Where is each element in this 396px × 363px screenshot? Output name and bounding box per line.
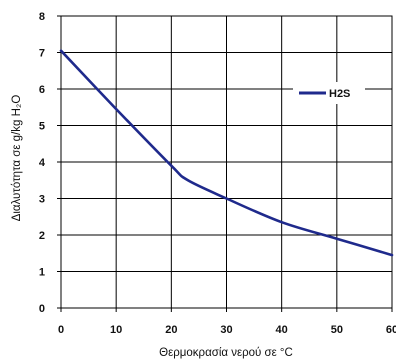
- y-tick-label: 0: [39, 303, 45, 315]
- series-layer: [59, 49, 394, 257]
- tick-labels: 0 10 20 30 40 50 60 0 1 2 3 4 5 6 7 8: [39, 11, 396, 336]
- x-tick-label: 20: [165, 324, 177, 336]
- y-tick-label: 1: [39, 267, 45, 279]
- x-tick-label: 50: [331, 324, 343, 336]
- x-tick-label: 0: [58, 324, 64, 336]
- y-tick-label: 7: [39, 48, 45, 60]
- x-axis-label: Θερμοκρασία νερού σε °C: [159, 347, 293, 359]
- y-tick-label: 6: [39, 84, 45, 96]
- legend-background: [293, 82, 365, 104]
- y-tick-label: 3: [39, 194, 45, 206]
- y-tick-label: 2: [39, 230, 45, 242]
- x-tick-label: 30: [220, 324, 232, 336]
- x-tick-label: 60: [386, 324, 396, 336]
- y-tick-label: 8: [39, 11, 45, 23]
- x-tick-label: 10: [110, 324, 122, 336]
- series-line-h2s: [59, 49, 394, 257]
- y-tick-label: 5: [39, 121, 45, 133]
- grid: [60, 15, 393, 309]
- legend: H2S: [293, 82, 365, 104]
- y-tick-label: 4: [39, 157, 46, 169]
- legend-label: H2S: [329, 88, 350, 100]
- x-tick-label: 40: [276, 324, 288, 336]
- y-axis-label: Διαλυτότητα σε g/kg H₂O: [11, 95, 23, 222]
